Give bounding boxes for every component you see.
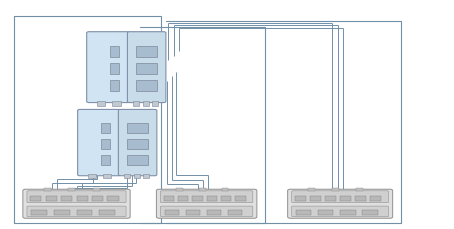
- Bar: [92, 196, 103, 202]
- FancyBboxPatch shape: [27, 191, 126, 203]
- FancyBboxPatch shape: [160, 191, 253, 203]
- Bar: [101, 155, 109, 165]
- Bar: [61, 196, 72, 202]
- Bar: [110, 64, 118, 75]
- Bar: [370, 196, 381, 202]
- Bar: [356, 188, 363, 191]
- Bar: [192, 196, 202, 202]
- Bar: [152, 101, 158, 106]
- Bar: [101, 123, 109, 133]
- Bar: [222, 188, 228, 191]
- Bar: [199, 188, 206, 191]
- Bar: [137, 81, 157, 92]
- FancyBboxPatch shape: [292, 191, 389, 203]
- FancyBboxPatch shape: [156, 189, 257, 218]
- Bar: [296, 210, 311, 215]
- Bar: [128, 155, 148, 165]
- Bar: [318, 210, 334, 215]
- Bar: [143, 174, 149, 179]
- Bar: [93, 188, 100, 191]
- Bar: [101, 139, 109, 149]
- Bar: [340, 196, 351, 202]
- Bar: [137, 47, 157, 58]
- Bar: [88, 174, 96, 179]
- FancyBboxPatch shape: [87, 33, 130, 103]
- Bar: [110, 81, 118, 92]
- Bar: [45, 196, 57, 202]
- Bar: [103, 174, 111, 179]
- Bar: [143, 101, 149, 106]
- Bar: [99, 210, 115, 215]
- Bar: [44, 188, 51, 191]
- Bar: [133, 101, 139, 106]
- Bar: [308, 188, 315, 191]
- FancyBboxPatch shape: [118, 110, 157, 176]
- Bar: [207, 210, 222, 215]
- Bar: [235, 196, 246, 202]
- Bar: [221, 196, 231, 202]
- Bar: [133, 174, 140, 179]
- Bar: [362, 210, 378, 215]
- Bar: [207, 196, 217, 202]
- Bar: [77, 210, 93, 215]
- FancyBboxPatch shape: [292, 206, 389, 217]
- FancyBboxPatch shape: [160, 206, 253, 217]
- Bar: [112, 101, 120, 106]
- Bar: [128, 139, 148, 149]
- Bar: [340, 210, 355, 215]
- FancyBboxPatch shape: [288, 189, 393, 218]
- Bar: [325, 196, 336, 202]
- Bar: [77, 196, 88, 202]
- Bar: [186, 210, 200, 215]
- FancyBboxPatch shape: [27, 206, 126, 217]
- Bar: [108, 196, 118, 202]
- Bar: [54, 210, 69, 215]
- Bar: [355, 196, 366, 202]
- Bar: [227, 210, 242, 215]
- Bar: [137, 64, 157, 75]
- Bar: [128, 123, 148, 133]
- Bar: [176, 188, 183, 191]
- FancyBboxPatch shape: [78, 110, 121, 176]
- Bar: [110, 47, 118, 58]
- Bar: [178, 196, 188, 202]
- Bar: [97, 101, 105, 106]
- Bar: [332, 188, 339, 191]
- Bar: [69, 188, 75, 191]
- Bar: [295, 196, 306, 202]
- Bar: [30, 196, 41, 202]
- FancyBboxPatch shape: [23, 189, 130, 218]
- Bar: [310, 196, 321, 202]
- Bar: [163, 196, 174, 202]
- Bar: [31, 210, 47, 215]
- Bar: [164, 210, 179, 215]
- FancyBboxPatch shape: [128, 33, 166, 103]
- Bar: [124, 174, 130, 179]
